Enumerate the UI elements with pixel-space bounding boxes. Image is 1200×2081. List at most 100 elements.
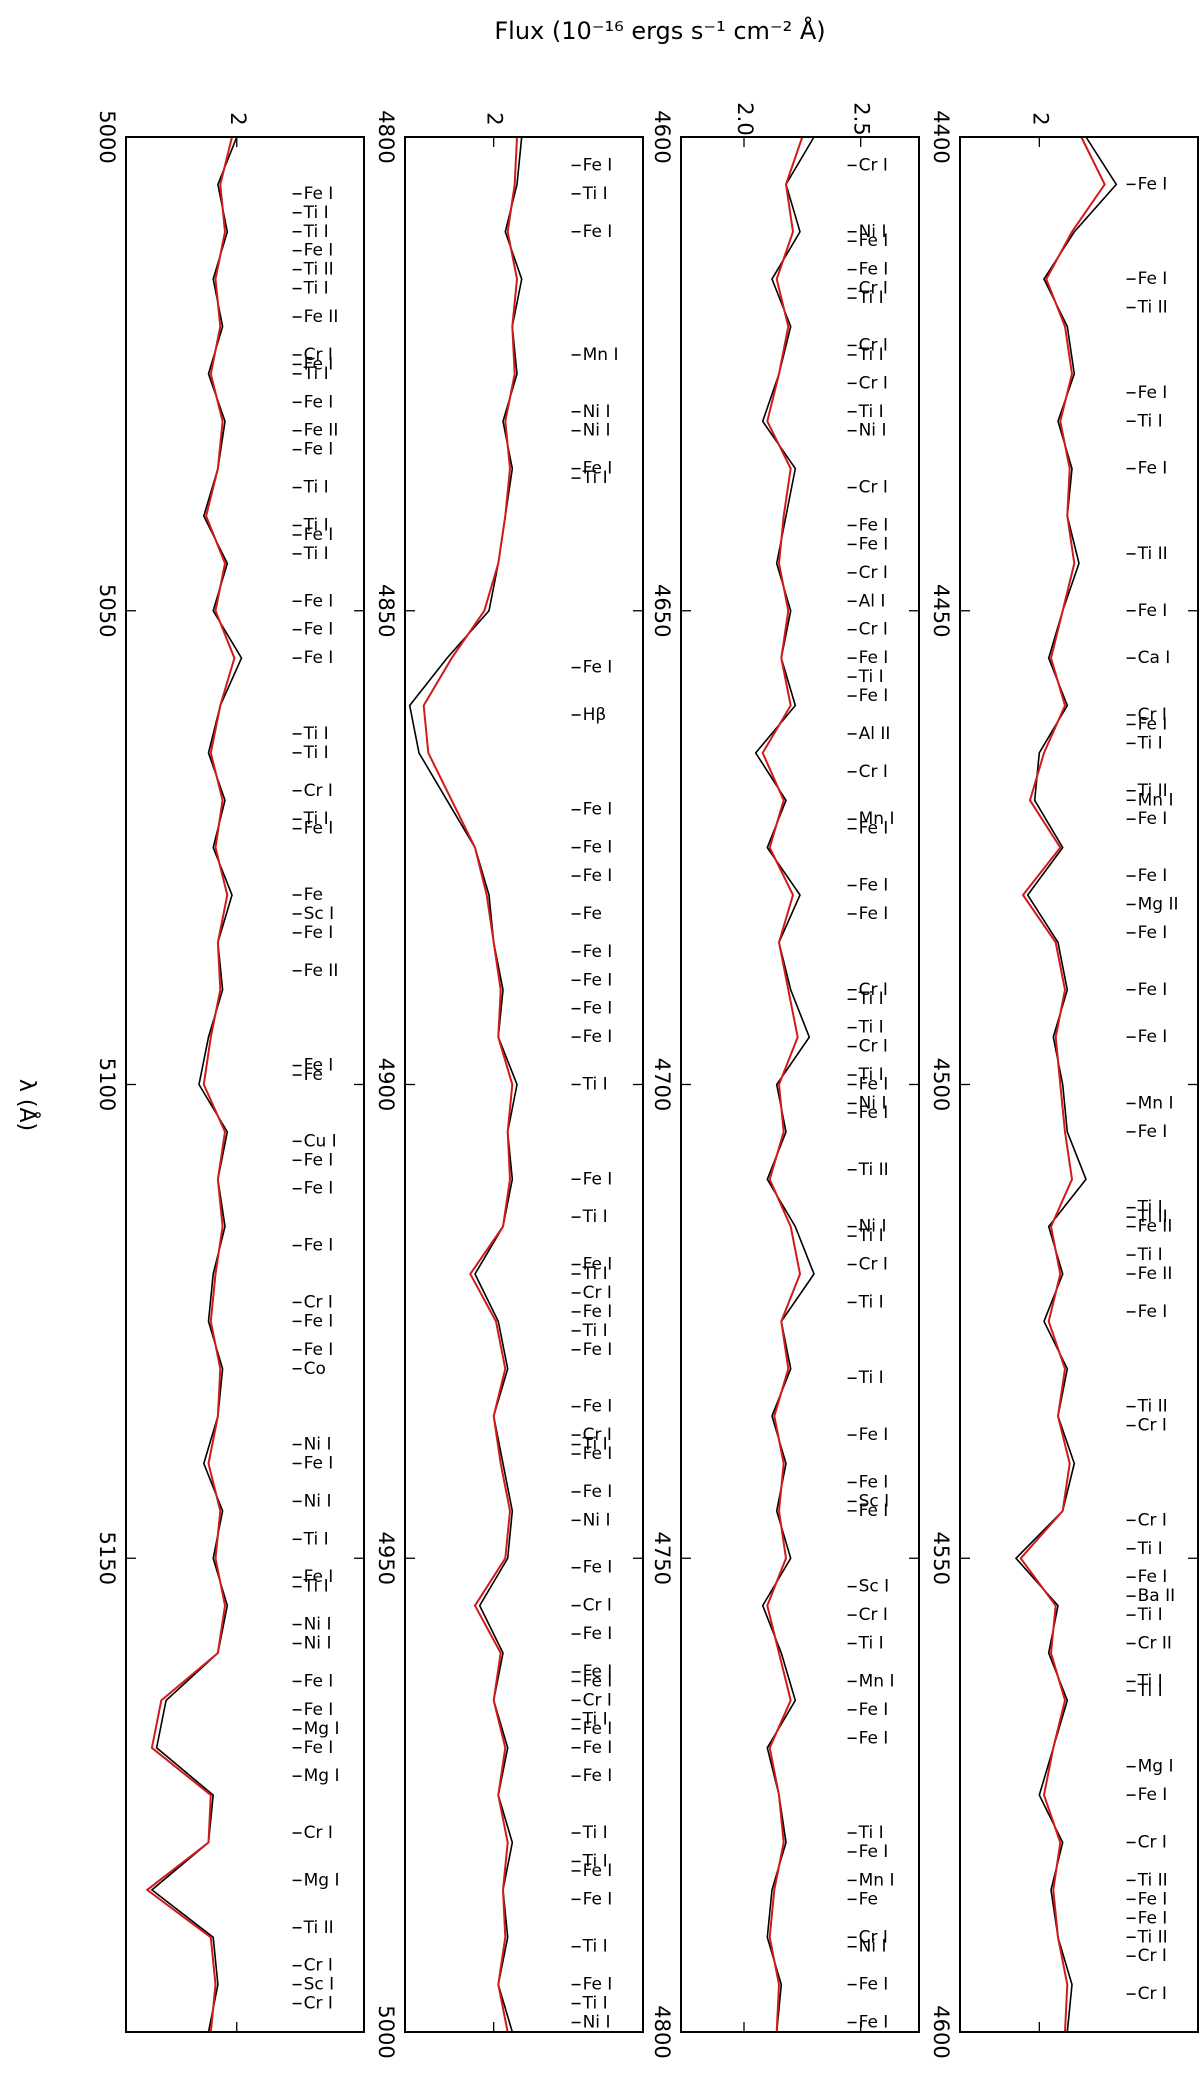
line-id-label: Ti I	[858, 1823, 884, 1843]
x-tick-label: 4550	[929, 1532, 953, 1585]
line-id-label: Ni I	[859, 1093, 887, 1113]
line-id-label: Fe I	[304, 819, 334, 839]
line-id-label: Al II	[859, 724, 891, 744]
line-id-label: Mn I	[583, 345, 619, 365]
line-id-label: Ti I	[858, 667, 884, 687]
line-id-label: Fe I	[1138, 1302, 1168, 1322]
line-id-label: Mg I	[1138, 1757, 1174, 1777]
panel-frame	[404, 136, 644, 2033]
line-id-label: Ti II	[1137, 1207, 1168, 1227]
chart-title: Flux (10⁻¹⁶ ergs s⁻¹ cm⁻² Å)	[494, 16, 825, 45]
line-id-label: Fe I	[859, 1472, 889, 1492]
line-id-label: Fe I	[859, 876, 889, 896]
line-id-label: Cr I	[1138, 1510, 1167, 1530]
line-id-label: Fe I	[583, 1861, 613, 1881]
line-id-label: Mg I	[304, 1766, 340, 1786]
line-id-label: Mg I	[304, 1719, 340, 1739]
line-id-label: Fe I	[304, 241, 334, 261]
x-axis-label: λ (Å)	[14, 1079, 41, 1131]
line-id-label: Fe I	[583, 800, 613, 820]
x-tick-label: 4800	[650, 2005, 674, 2058]
line-id-label: Fe I	[583, 1302, 613, 1322]
line-id-label: Ti I	[582, 468, 608, 488]
line-id-label: Ti I	[1137, 1671, 1163, 1691]
panel-frame	[959, 136, 1199, 2033]
line-id-label: Ti I	[1137, 1245, 1163, 1265]
line-id-label: Fe I	[859, 1975, 889, 1995]
line-id-label: Hβ	[583, 705, 607, 725]
line-id-label: Ti I	[582, 1264, 608, 1284]
y-tick-label: 2.5	[850, 102, 874, 135]
x-tick-label: 4500	[929, 1058, 953, 1111]
x-tick-label: 4900	[374, 1058, 398, 1111]
line-id-label: Ti I	[582, 1321, 608, 1341]
x-tick-label: 5100	[95, 1058, 119, 1111]
line-id-label: Ti I	[303, 544, 329, 564]
line-id-label: Fe I	[583, 1482, 613, 1502]
line-id-label: Fe I	[583, 1169, 613, 1189]
x-tick-label: 4850	[374, 584, 398, 637]
line-id-label: Fe I	[583, 1340, 613, 1360]
line-id-label: Fe I	[859, 819, 889, 839]
line-id-label: Ti I	[858, 1292, 884, 1312]
spectrum-line	[145, 136, 236, 2033]
line-id-label: Fe I	[583, 1558, 613, 1578]
line-id-label: Fe I	[1138, 1785, 1168, 1805]
line-id-label: Mg I	[304, 1870, 340, 1890]
line-id-label: Ti I	[303, 515, 329, 535]
line-id-label: Fe I	[583, 866, 613, 886]
line-id-label: Mn I	[1138, 1093, 1174, 1113]
line-id-label: Fe I	[859, 2013, 889, 2033]
line-id-label: Fe I	[304, 184, 334, 204]
line-id-label: Ti I	[858, 288, 884, 308]
line-id-label: Mn I	[1138, 790, 1174, 810]
line-id-label: Fe I	[304, 1671, 334, 1691]
line-id-label: Fe I	[859, 648, 889, 668]
line-id-label: Cr I	[859, 1605, 888, 1625]
line-id-label: Cr I	[304, 345, 333, 365]
x-tick-label: 4600	[929, 2005, 953, 2058]
line-id-label: Fe I	[304, 525, 334, 545]
line-id-label: Fe I	[583, 999, 613, 1019]
line-id-label: Fe	[583, 904, 602, 924]
line-id-label: Fe	[304, 1065, 323, 1085]
line-id-label: Ni I	[304, 1435, 332, 1455]
line-id-label: Fe II	[1138, 1264, 1173, 1284]
line-id-label: Ti II	[1137, 544, 1168, 564]
x-tick-label: 4750	[650, 1532, 674, 1585]
line-id-label: Fe I	[304, 1340, 334, 1360]
line-id-label: Cr I	[583, 1690, 612, 1710]
line-id-label: Fe I	[859, 686, 889, 706]
line-id-label: Fe	[859, 1889, 878, 1909]
line-id-label: Fe I	[859, 1425, 889, 1445]
line-id-label: Ti I	[1137, 1539, 1163, 1559]
line-id-label: Fe I	[583, 1255, 613, 1275]
line-id-label: Fe II	[1138, 1217, 1173, 1237]
line-id-label: Ni I	[859, 222, 887, 242]
line-id-label: Ti I	[303, 203, 329, 223]
line-id-label: Fe I	[859, 1501, 889, 1521]
line-id-label: Ti I	[582, 1823, 608, 1843]
line-id-label: Fe I	[859, 1700, 889, 1720]
line-id-label: Fe I	[304, 1567, 334, 1587]
x-tick-label: 4400	[929, 110, 953, 163]
line-id-label: Cr I	[859, 279, 888, 299]
line-id-label: Ti I	[582, 184, 608, 204]
line-id-label: Ni I	[859, 421, 887, 441]
line-id-label: Ni I	[583, 421, 611, 441]
line-id-label: Fe I	[583, 1444, 613, 1464]
line-id-label: Ti I	[303, 1529, 329, 1549]
line-id-label: Cr I	[1138, 1984, 1167, 2004]
line-id-label: Ti I	[858, 345, 884, 365]
line-id-label: Cr I	[859, 980, 888, 1000]
line-id-label: Mn I	[859, 809, 895, 829]
line-id-label: Ti I	[582, 1075, 608, 1095]
line-id-label: Cr I	[1138, 705, 1167, 725]
line-id-label: Fe I	[583, 1889, 613, 1909]
line-id-label: Fe I	[583, 1397, 613, 1417]
line-id-label: Ti I	[303, 279, 329, 299]
x-tick-label: 5000	[374, 2005, 398, 2058]
line-id-label: Fe I	[1138, 1889, 1168, 1909]
line-id-label: Ni I	[583, 2013, 611, 2033]
